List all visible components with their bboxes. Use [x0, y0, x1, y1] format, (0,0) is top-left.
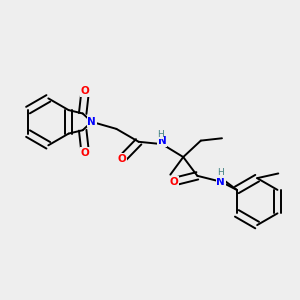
- Text: O: O: [81, 148, 90, 158]
- Text: O: O: [118, 154, 127, 164]
- Text: H: H: [218, 168, 224, 177]
- Text: N: N: [158, 136, 167, 146]
- Text: H: H: [157, 130, 164, 139]
- Text: N: N: [87, 117, 96, 127]
- Text: O: O: [169, 177, 178, 187]
- Text: N: N: [216, 177, 225, 187]
- Text: O: O: [81, 86, 90, 96]
